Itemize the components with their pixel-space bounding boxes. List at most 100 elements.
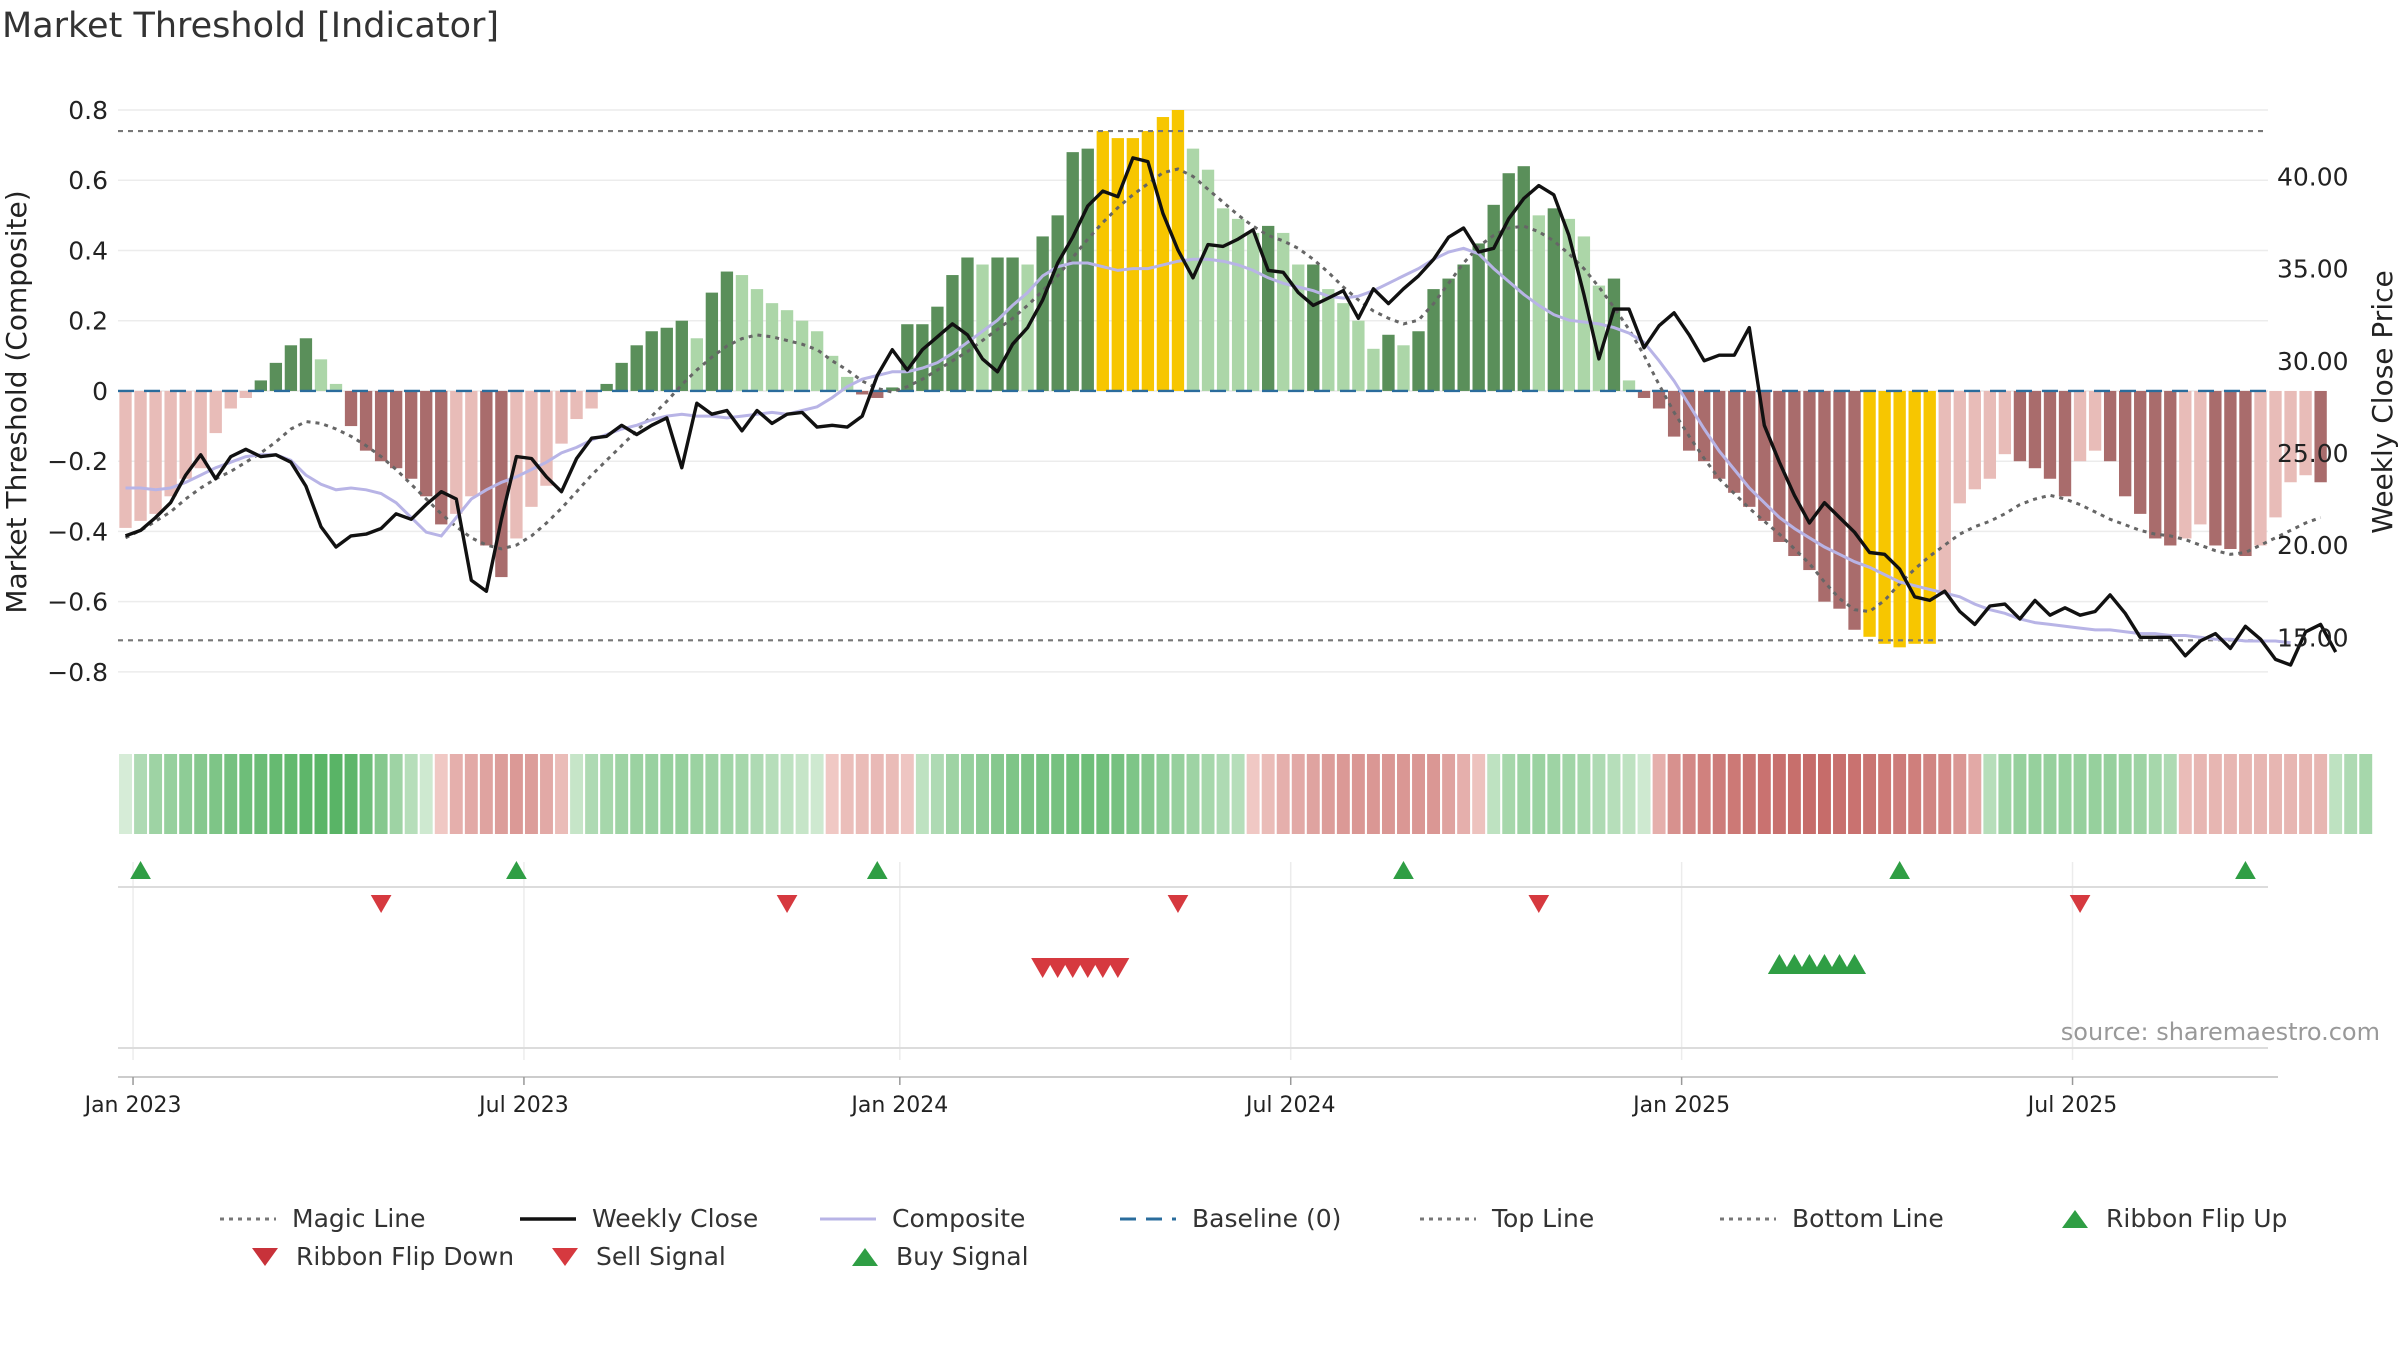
ribbon-cell	[630, 754, 644, 834]
x-tick-label: Jul 2025	[2026, 1093, 2118, 1118]
composite-bar	[2314, 390, 2327, 483]
composite-bar	[1382, 334, 1395, 391]
ribbon-cell	[374, 754, 388, 834]
ribbon-cell	[1562, 754, 1576, 834]
composite-bar	[2179, 390, 2192, 539]
ribbon-flip-up-marker	[866, 861, 888, 879]
ribbon-cell	[269, 754, 283, 834]
composite-bar	[1262, 225, 1275, 391]
ribbon-cell	[1412, 754, 1425, 834]
ribbon-flip-up-marker	[2235, 861, 2256, 879]
sell-signal-marker	[1061, 958, 1085, 978]
composite-bar	[765, 303, 779, 391]
ribbon-cell	[855, 754, 869, 834]
ribbon-cell	[2013, 754, 2027, 834]
composite-bar	[705, 292, 719, 391]
composite-bar	[1698, 390, 1711, 462]
composite-bar	[194, 390, 207, 469]
legend-label: Weekly Close	[592, 1204, 759, 1233]
ribbon-cell	[134, 754, 148, 834]
ribbon-cell	[1908, 754, 1922, 834]
legend-item: Ribbon Flip Down	[250, 1242, 514, 1271]
ribbon-cell	[239, 754, 253, 834]
composite-bar	[1953, 390, 1966, 504]
composite-bar	[901, 324, 914, 391]
composite-bar	[600, 383, 613, 391]
ribbon-cell	[1818, 754, 1831, 834]
ribbon-cell	[2043, 754, 2057, 834]
ribbon-cell	[600, 754, 614, 834]
sell-signal-marker	[1091, 958, 1115, 978]
ribbon-flip-down-marker	[1528, 895, 1550, 913]
ribbon-cell	[1727, 754, 1741, 834]
composite-bar	[299, 338, 313, 391]
ribbon-cell	[1802, 754, 1816, 834]
composite-line	[125, 246, 2291, 645]
composite-bar	[1803, 390, 1816, 571]
composite-bar	[1637, 390, 1651, 398]
composite-bar	[690, 338, 704, 391]
composite-bar	[931, 306, 944, 391]
ribbon-cell	[119, 754, 132, 834]
ribbon-cell	[2073, 754, 2087, 834]
trend-ribbon	[119, 754, 2373, 834]
composite-bar	[284, 345, 298, 391]
composite-bar	[1186, 148, 1200, 391]
composite-bar	[1292, 264, 1305, 391]
ribbon-cell	[961, 754, 974, 834]
ribbon-cell	[2269, 754, 2282, 834]
x-tick-label: Jan 2025	[1631, 1093, 1730, 1118]
ribbon-flip-down-marker	[2069, 895, 2091, 913]
right-tick-label: 35.00	[2277, 255, 2349, 284]
composite-bar	[525, 390, 538, 507]
composite-bar	[359, 390, 373, 451]
composite-bar	[991, 257, 1004, 391]
left-tick-label: 0.2	[68, 307, 108, 336]
composite-bar	[1517, 166, 1530, 391]
ribbon-cell	[224, 754, 238, 834]
ribbon-cell	[660, 754, 674, 834]
x-tick-label: Jul 2023	[477, 1093, 569, 1118]
right-tick-label: 15.00	[2277, 623, 2349, 652]
composite-bar	[405, 390, 418, 479]
composite-bar	[1743, 390, 1756, 507]
composite-bar	[2209, 390, 2222, 546]
ribbon-cell	[1021, 754, 1035, 834]
composite-bar	[164, 390, 177, 497]
composite-bar	[660, 327, 673, 391]
ribbon-cell	[1306, 754, 1320, 834]
triangle-down-icon	[552, 1247, 578, 1266]
ribbon-cell	[1532, 754, 1546, 834]
composite-bar	[1036, 236, 1049, 391]
ribbon-cell	[1111, 754, 1125, 834]
ribbon-cell	[765, 754, 779, 834]
composite-bar	[1472, 243, 1485, 391]
ribbon-cell	[1381, 754, 1395, 834]
ribbon-cell	[1351, 754, 1365, 834]
ribbon-cell	[1923, 754, 1937, 834]
composite-bar	[344, 390, 358, 427]
composite-bar	[254, 380, 267, 391]
legend-item: Ribbon Flip Up	[2060, 1204, 2287, 1233]
ribbon-cell	[1712, 754, 1726, 834]
ribbon-cell	[2133, 754, 2147, 834]
dashed-line-icon	[1120, 1217, 1176, 1220]
composite-bar	[570, 390, 583, 420]
ribbon-cell	[194, 754, 208, 834]
composite-bar	[1878, 390, 1891, 644]
composite-bar	[1231, 218, 1245, 391]
ribbon-cell	[509, 754, 523, 834]
buy-signal-marker	[1843, 954, 1867, 974]
composite-bar	[1081, 148, 1094, 391]
ribbon-cell	[2148, 754, 2162, 834]
ribbon-cell	[2359, 754, 2373, 834]
ribbon-cell	[2299, 754, 2313, 834]
legend-label: Sell Signal	[596, 1242, 726, 1271]
ribbon-cell	[359, 754, 373, 834]
sell-signal-marker	[1046, 958, 1070, 978]
triangle-down-icon	[252, 1247, 278, 1266]
legend-item: Composite	[820, 1204, 1025, 1233]
ribbon-cell	[1036, 754, 1050, 834]
right-tick-label: 30.00	[2277, 347, 2349, 376]
composite-bar	[780, 310, 794, 391]
